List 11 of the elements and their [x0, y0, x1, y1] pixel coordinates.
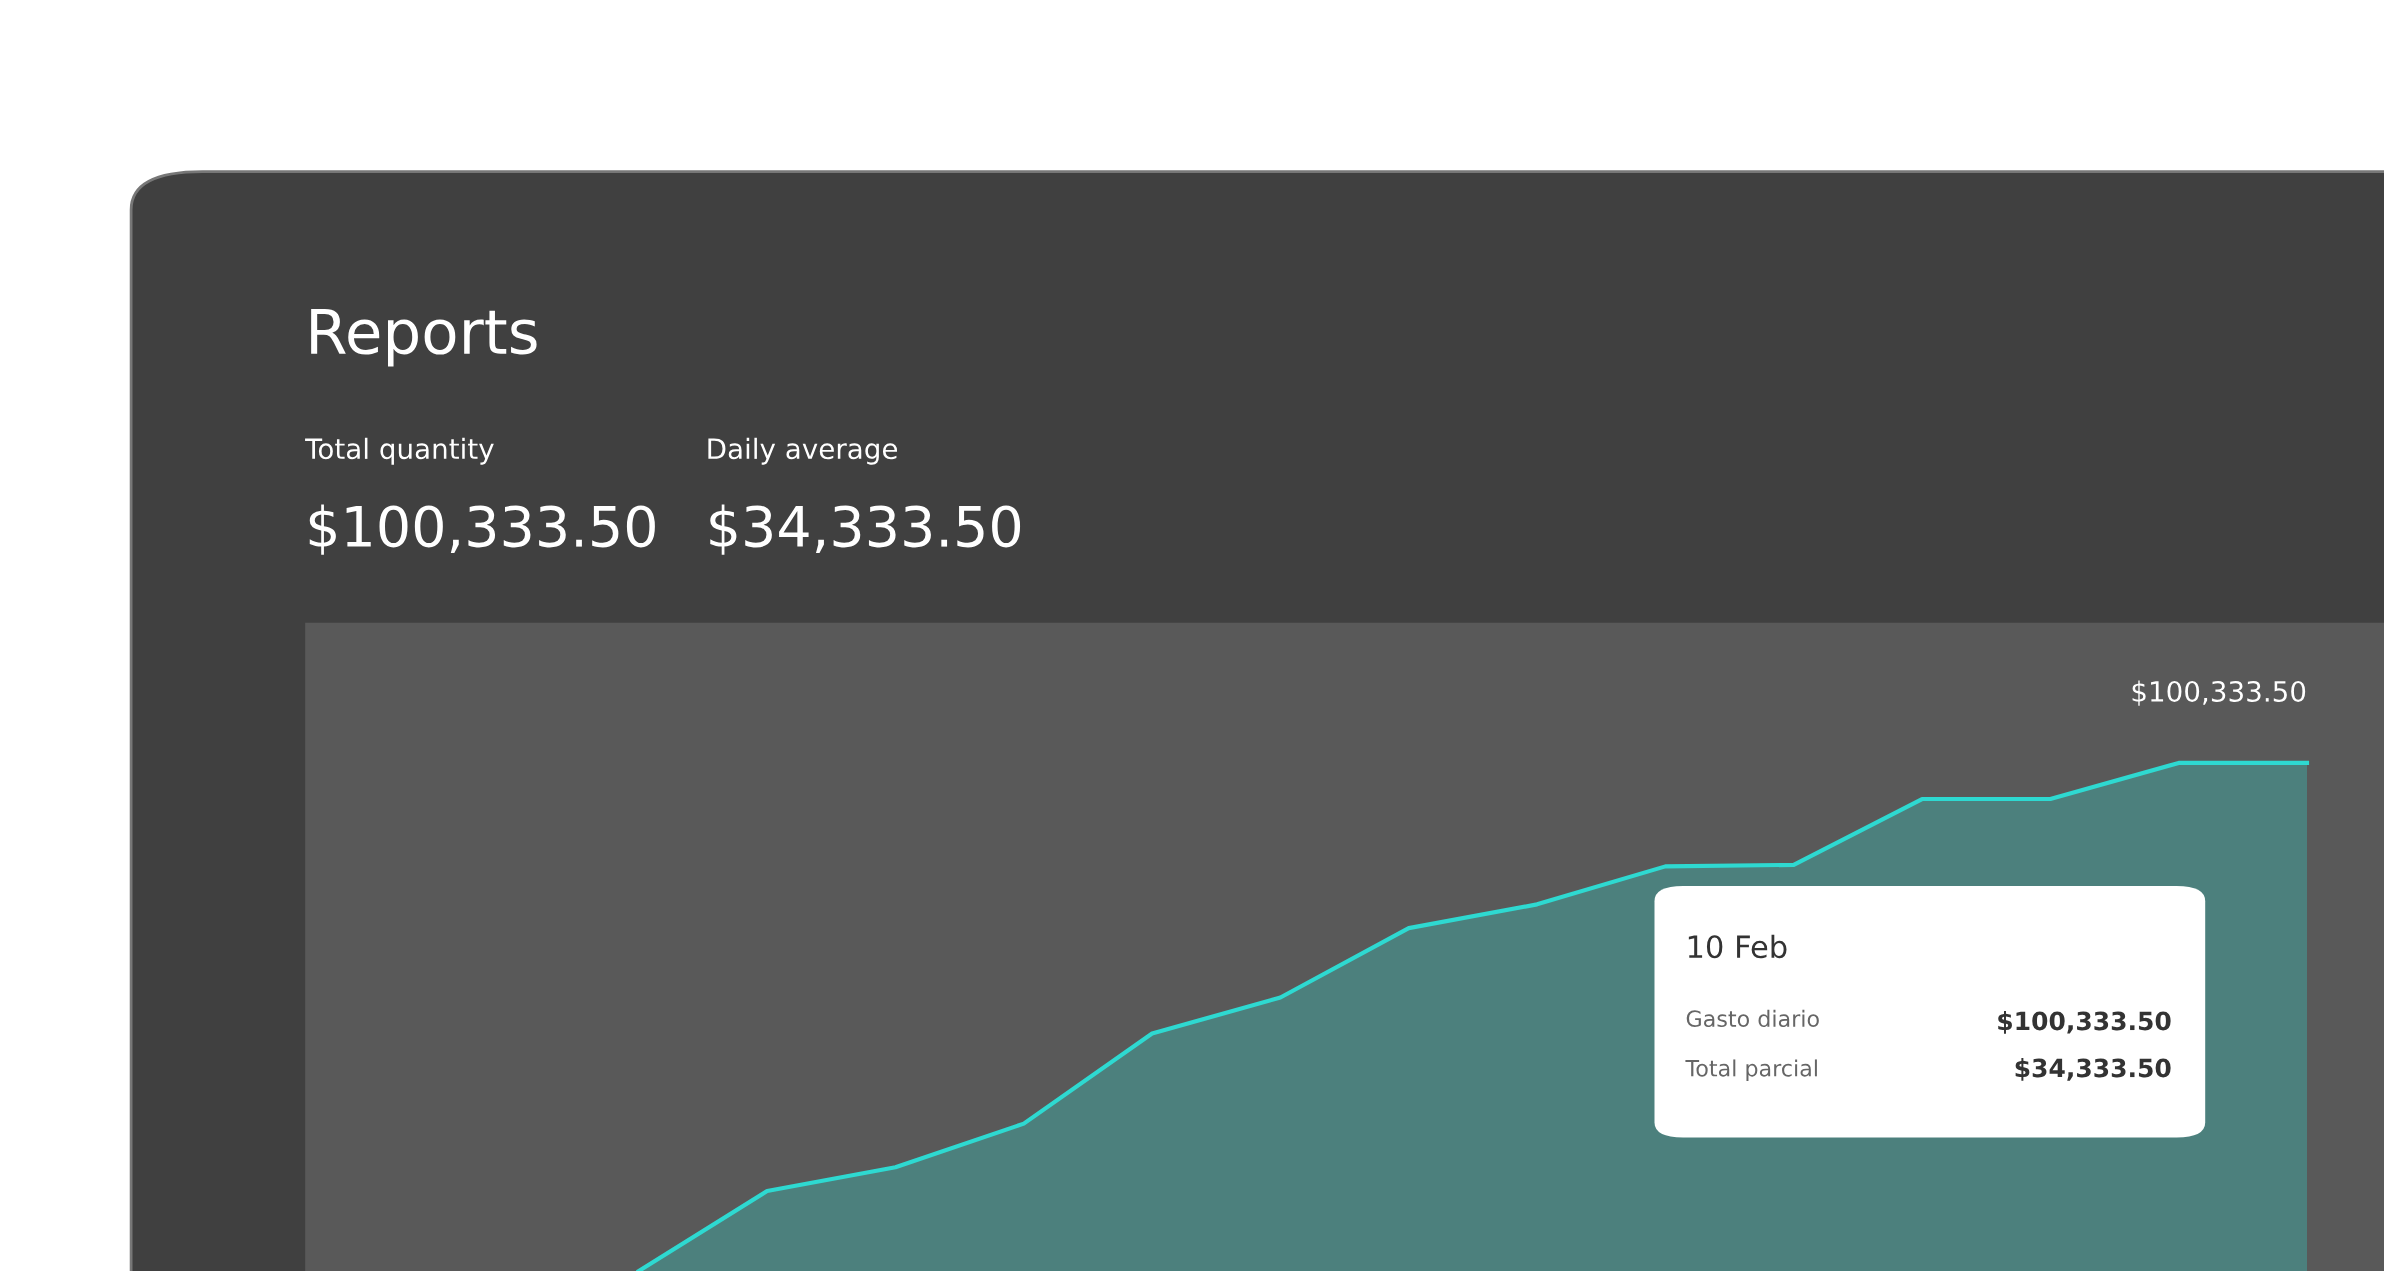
annotation: 10 Feb [1688, 934, 1787, 959]
annotation: $34,333.50 [2015, 1058, 2171, 1081]
text: $34,333.50 [710, 504, 1021, 555]
annotation: Gasto diario [1686, 1009, 1819, 1028]
chart-title: Reports [311, 309, 537, 367]
text: $100,333.50 [309, 504, 655, 555]
annotation: Total parcial [1685, 1059, 1817, 1081]
text: Daily average [708, 437, 898, 465]
annotation: $100,333.50 [1998, 1011, 2171, 1034]
data-label: $100,333.50 [2132, 680, 2306, 706]
text: Total quantity [305, 437, 494, 465]
